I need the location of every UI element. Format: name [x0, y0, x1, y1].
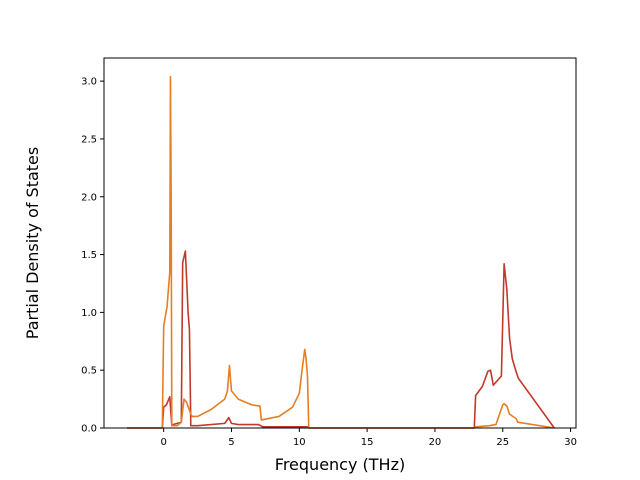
y-tick-label: 0.5 [81, 366, 97, 377]
y-tick-label: 1.0 [81, 308, 97, 319]
y-tick-label: 1.5 [81, 250, 97, 261]
series-line-1 [127, 250, 555, 429]
y-tick-label: 2.0 [81, 192, 97, 203]
plot-frame [103, 57, 577, 429]
x-tick-label: 30 [564, 437, 577, 448]
x-tick-label: 5 [228, 437, 234, 448]
x-tick-label: 10 [293, 437, 306, 448]
ticks-layer: 0 5 10 15 20 25 30 0.0 0.5 1.0 1.5 2.0 2.5 3.0 [81, 77, 577, 448]
series-layer [127, 75, 555, 429]
series-line-2 [127, 75, 555, 429]
x-tick-label: 15 [361, 437, 374, 448]
x-tick-label: 0 [160, 437, 166, 448]
y-axis-label: Partial Density of States [23, 147, 42, 339]
x-tick-label: 20 [429, 437, 442, 448]
x-tick-label: 25 [496, 437, 509, 448]
x-axis-label: Frequency (THz) [275, 455, 405, 474]
y-tick-label: 3.0 [81, 77, 97, 88]
y-tick-label: 0.0 [81, 424, 97, 435]
y-tick-label: 2.5 [81, 134, 97, 145]
